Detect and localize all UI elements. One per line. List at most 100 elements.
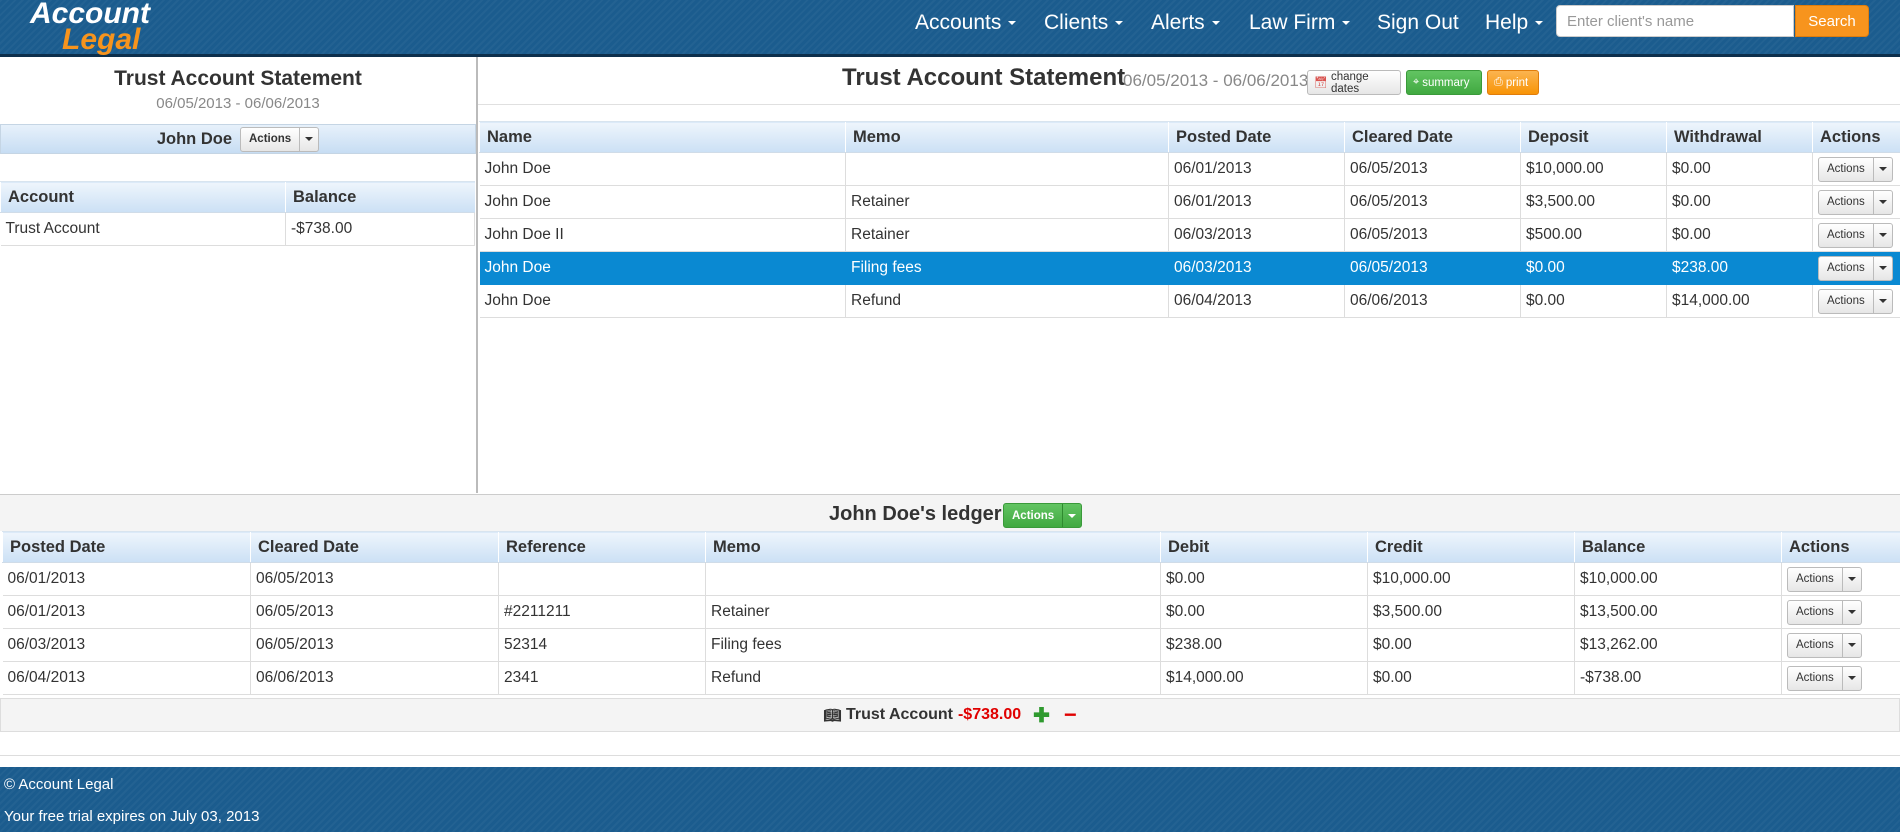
memo-cell: Filing fees — [705, 628, 1161, 662]
posted-date-cell: 06/01/2013 — [2, 562, 251, 596]
table-row[interactable]: John Doe 06/01/2013 06/05/2013 $10,000.0… — [479, 152, 1900, 186]
debit-cell: $14,000.00 — [1160, 661, 1368, 695]
row-actions-label: Actions — [1819, 256, 1874, 280]
dropdown-toggle[interactable] — [1874, 257, 1892, 280]
search-button[interactable]: Search — [1795, 5, 1869, 37]
row-actions-dropdown[interactable]: Actions — [1787, 599, 1862, 625]
memo-cell: Refund — [705, 661, 1161, 695]
nav-accounts[interactable]: Accounts — [915, 11, 1017, 35]
actions-cell: Actions — [1781, 595, 1900, 629]
dropdown-toggle[interactable] — [1843, 601, 1861, 624]
left-panel: Trust Account Statement 06/05/2013 - 06/… — [0, 57, 478, 493]
remove-entry-icon[interactable]: − — [1063, 702, 1077, 727]
column-header-credit: Credit — [1367, 531, 1575, 563]
caret-down-icon — [1847, 643, 1856, 647]
client-name: John Doe — [156, 129, 232, 148]
balance-cell: $13,500.00 — [1574, 595, 1782, 629]
ledger-table: Posted Date Cleared Date Reference Memo … — [2, 531, 1900, 695]
balance-cell: -$738.00 — [1574, 661, 1782, 695]
column-header-balance: Balance — [285, 181, 475, 213]
caret-down-icon — [1878, 167, 1887, 171]
table-row[interactable]: 06/04/2013 06/06/2013 2341 Refund $14,00… — [2, 661, 1900, 695]
row-actions-dropdown[interactable]: Actions — [1818, 189, 1893, 215]
nav-law-firm[interactable]: Law Firm — [1249, 11, 1351, 35]
dropdown-toggle[interactable] — [1874, 158, 1892, 181]
memo-cell — [845, 152, 1169, 186]
column-header-cleared-date: Cleared Date — [1344, 121, 1521, 153]
cleared-date-cell: 06/06/2013 — [250, 661, 499, 695]
cleared-date-cell: 06/05/2013 — [250, 562, 499, 596]
posted-date-cell: 06/03/2013 — [1168, 251, 1345, 285]
actions-cell: Actions — [1812, 185, 1900, 219]
caret-down-icon — [1211, 21, 1220, 26]
name-cell: John Doe — [479, 185, 846, 219]
caret-down-icon — [1847, 610, 1856, 614]
table-row[interactable]: John Doe Refund 06/04/2013 06/06/2013 $0… — [479, 284, 1900, 318]
balance-cell: $10,000.00 — [1574, 562, 1782, 596]
posted-date-cell: 06/01/2013 — [1168, 185, 1345, 219]
row-actions-dropdown[interactable]: Actions — [1818, 288, 1893, 314]
table-row[interactable]: 06/01/2013 06/05/2013 #2211211 Retainer … — [2, 595, 1900, 629]
column-header-reference: Reference — [498, 531, 706, 563]
cleared-date-cell: 06/05/2013 — [1344, 152, 1521, 186]
ledger-footer-account: Trust Account — [846, 706, 953, 723]
nav-clients[interactable]: Clients — [1044, 11, 1124, 35]
withdrawal-cell: $0.00 — [1666, 185, 1813, 219]
add-entry-icon[interactable]: ✚ — [1033, 704, 1050, 727]
cleared-date-cell: 06/06/2013 — [1344, 284, 1521, 318]
client-search-input[interactable] — [1556, 5, 1794, 37]
row-actions-dropdown[interactable]: Actions — [1818, 222, 1893, 248]
caret-down-icon — [1008, 21, 1017, 26]
row-actions-dropdown[interactable]: Actions — [1818, 255, 1893, 281]
copyright-text: © Account Legal — [4, 776, 114, 793]
dropdown-toggle[interactable] — [1874, 224, 1892, 247]
nav-alerts[interactable]: Alerts — [1151, 11, 1220, 35]
ledger-actions-label: Actions — [1004, 504, 1064, 527]
nav-alerts-label: Alerts — [1151, 11, 1205, 34]
table-row[interactable]: John Doe Retainer 06/01/2013 06/05/2013 … — [479, 185, 1900, 219]
row-actions-label: Actions — [1819, 190, 1874, 214]
row-actions-label: Actions — [1819, 157, 1874, 181]
row-actions-dropdown[interactable]: Actions — [1787, 665, 1862, 691]
row-actions-dropdown[interactable]: Actions — [1787, 632, 1862, 658]
cleared-date-cell: 06/05/2013 — [1344, 251, 1521, 285]
nav-sign-out[interactable]: Sign Out — [1377, 11, 1459, 35]
row-actions-dropdown[interactable]: Actions — [1787, 566, 1862, 592]
dropdown-toggle[interactable] — [1874, 191, 1892, 214]
row-actions-label: Actions — [1788, 666, 1843, 690]
row-actions-dropdown[interactable]: Actions — [1818, 156, 1893, 182]
print-label: print — [1505, 76, 1529, 89]
change-dates-button[interactable]: 📅︎ change dates — [1307, 70, 1401, 95]
table-row[interactable]: Trust Account -$738.00 — [0, 212, 475, 246]
memo-cell — [705, 562, 1161, 596]
dropdown-toggle[interactable] — [1843, 667, 1861, 690]
dropdown-toggle[interactable] — [1843, 634, 1861, 657]
summary-button[interactable]: ⌖ summary — [1406, 70, 1482, 95]
reference-cell: #2211211 — [498, 595, 706, 629]
row-actions-label: Actions — [1788, 600, 1843, 624]
caret-down-icon — [1878, 200, 1887, 204]
transactions-table: Name Memo Posted Date Cleared Date Depos… — [479, 121, 1900, 318]
table-row[interactable]: John Doe II Retainer 06/03/2013 06/05/20… — [479, 218, 1900, 252]
row-actions-label: Actions — [1788, 567, 1843, 591]
cleared-date-cell: 06/05/2013 — [1344, 218, 1521, 252]
dropdown-toggle[interactable] — [1843, 568, 1861, 591]
nav-accounts-label: Accounts — [915, 11, 1002, 34]
brand-logo[interactable]: Account Legal — [30, 0, 150, 55]
caret-down-icon — [1878, 266, 1887, 270]
dropdown-toggle[interactable] — [300, 128, 318, 151]
memo-cell: Filing fees — [845, 251, 1169, 285]
table-row-selected[interactable]: John Doe Filing fees 06/03/2013 06/05/20… — [479, 251, 1900, 285]
print-icon: ⎙ — [1494, 76, 1503, 88]
column-header-posted-date: Posted Date — [2, 531, 251, 563]
nav-help[interactable]: Help — [1485, 11, 1544, 35]
column-header-actions: Actions — [1781, 531, 1900, 563]
dropdown-toggle[interactable] — [1063, 504, 1081, 527]
table-row[interactable]: 06/03/2013 06/05/2013 52314 Filing fees … — [2, 628, 1900, 662]
client-actions-dropdown[interactable]: Actions — [240, 126, 320, 152]
caret-down-icon — [1878, 299, 1887, 303]
ledger-actions-dropdown[interactable]: Actions — [1003, 503, 1083, 528]
table-row[interactable]: 06/01/2013 06/05/2013 $0.00 $10,000.00 $… — [2, 562, 1900, 596]
print-button[interactable]: ⎙ print — [1487, 70, 1539, 95]
dropdown-toggle[interactable] — [1874, 290, 1892, 313]
